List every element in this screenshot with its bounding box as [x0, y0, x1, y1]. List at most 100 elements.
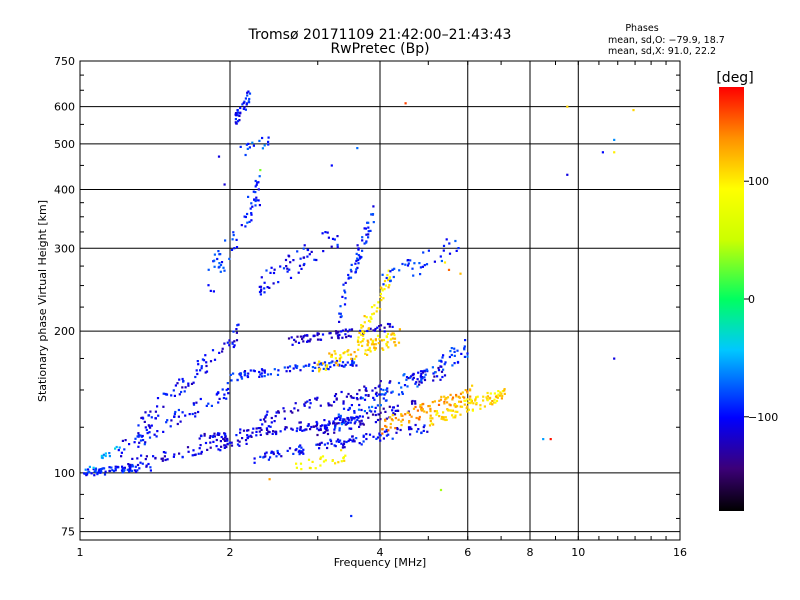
echo-point	[267, 140, 270, 143]
echo-point	[351, 416, 354, 419]
echo-point	[459, 272, 462, 275]
echo-point	[268, 286, 271, 289]
echo-point	[357, 348, 360, 351]
echo-point	[237, 120, 240, 123]
echo-point	[205, 361, 208, 364]
echo-point	[230, 441, 233, 444]
echo-point	[270, 416, 273, 420]
echo-point	[466, 352, 469, 355]
echo-point	[111, 469, 114, 472]
echo-point	[385, 417, 388, 420]
echo-point	[176, 382, 179, 385]
echo-point	[333, 350, 336, 353]
echo-point	[309, 338, 312, 341]
echo-point	[383, 393, 386, 396]
echo-point	[223, 269, 226, 272]
echo-point	[299, 462, 303, 465]
echo-point	[241, 437, 244, 440]
echo-point	[294, 340, 297, 343]
echo-point	[356, 339, 360, 342]
echo-point	[335, 398, 338, 401]
echo-point	[357, 248, 360, 251]
echo-point	[178, 452, 181, 455]
echo-point	[181, 377, 184, 381]
echo-point	[341, 420, 344, 423]
echo-point	[357, 262, 360, 265]
echo-point	[289, 410, 292, 413]
echo-point	[467, 401, 470, 404]
echo-point	[213, 432, 216, 435]
echo-point	[250, 202, 253, 205]
echo-point	[336, 243, 339, 246]
echo-point	[472, 402, 475, 405]
echo-point	[485, 396, 488, 399]
y-tick-label: 400	[54, 183, 75, 196]
echo-point	[246, 94, 249, 97]
colorbar-ticks: 100 0 −100	[744, 175, 778, 424]
echo-point	[364, 349, 367, 352]
echo-point	[251, 431, 254, 434]
echo-point	[341, 423, 344, 426]
y-axis-ticks: 75 100 200 300 400 500 600 750	[54, 55, 680, 539]
echo-point	[161, 457, 164, 460]
echo-point	[463, 355, 466, 358]
echo-point	[377, 413, 380, 416]
echo-point	[323, 419, 326, 422]
echo-point	[268, 431, 271, 434]
echo-point	[421, 265, 424, 268]
echo-point	[410, 375, 413, 378]
echo-point	[409, 426, 412, 429]
echo-point	[247, 372, 250, 375]
echo-point	[294, 402, 297, 405]
echo-point	[235, 122, 238, 125]
echo-point	[299, 257, 302, 260]
echo-point	[338, 427, 341, 430]
echo-point	[344, 281, 347, 284]
echo-point	[353, 440, 356, 443]
echo-point	[334, 352, 337, 355]
echo-point	[103, 473, 107, 476]
colorbar-tick-label: −100	[748, 411, 778, 424]
echo-point	[232, 234, 235, 237]
echo-point	[368, 348, 371, 351]
echo-point	[280, 455, 283, 458]
echo-point	[431, 366, 434, 369]
echo-point	[361, 239, 364, 242]
echo-point	[381, 347, 384, 350]
echo-point	[406, 411, 409, 414]
echo-point	[209, 435, 212, 438]
echo-point	[391, 390, 394, 393]
echo-point	[104, 452, 107, 455]
echo-point	[154, 410, 157, 413]
echo-point	[236, 114, 239, 117]
echo-point	[336, 246, 339, 249]
echo-point	[320, 363, 323, 366]
echo-point	[321, 455, 325, 458]
echo-point	[291, 343, 294, 346]
echo-point	[276, 449, 279, 453]
echo-point	[292, 259, 295, 262]
echo-point	[246, 436, 249, 440]
echo-point	[335, 417, 339, 420]
echo-point	[493, 398, 496, 401]
echo-point	[430, 422, 433, 425]
echo-point	[386, 390, 389, 393]
echo-point	[153, 433, 156, 436]
echo-point	[100, 454, 103, 457]
echo-point	[247, 90, 250, 93]
echo-point	[257, 427, 260, 430]
echo-point	[353, 411, 356, 414]
echo-point	[359, 341, 362, 344]
echo-point	[292, 452, 295, 455]
echo-point	[442, 244, 446, 247]
echo-point	[374, 406, 377, 409]
echo-point	[372, 435, 375, 438]
echo-point	[375, 437, 378, 440]
echo-point	[266, 428, 269, 431]
echo-point	[244, 372, 247, 375]
echo-point	[197, 363, 200, 366]
echo-point	[316, 332, 319, 335]
echo-point	[350, 514, 353, 518]
echo-point	[149, 469, 152, 472]
echo-point	[233, 344, 236, 347]
